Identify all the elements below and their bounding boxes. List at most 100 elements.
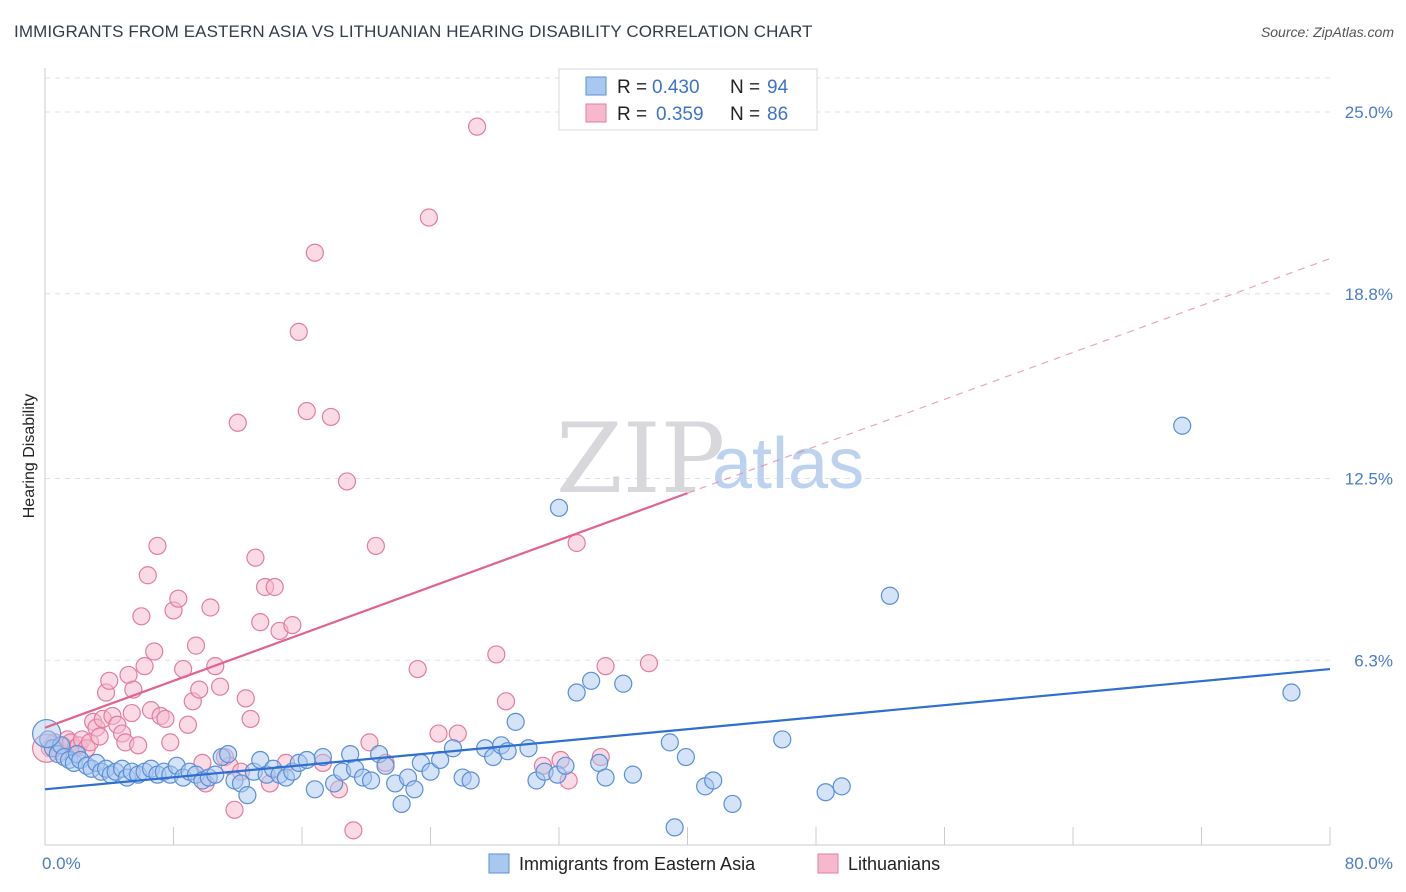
series-label-eastern-asia: Immigrants from Eastern Asia (519, 854, 756, 874)
legend-r-value-1: 0.430 (652, 77, 700, 98)
legend-r-label-1: R = (617, 77, 647, 98)
lithuanians-point (567, 533, 586, 553)
lithuanians-point (228, 413, 247, 432)
eastern-asia-point (832, 777, 851, 796)
lithuanians-point (201, 598, 220, 617)
lithuanians-point (487, 645, 506, 664)
lithuanians-point (169, 589, 188, 608)
eastern-asia-points (32, 416, 1301, 837)
lithuanians-point (305, 243, 324, 262)
correlation-legend: R = 0.430 N = 94 R = 0.359 N = 86 (558, 68, 818, 131)
lithuanians-point (289, 322, 308, 341)
legend-swatch-blue (585, 76, 607, 96)
eastern-asia-point (549, 498, 569, 517)
lithuanians-point (246, 548, 265, 567)
legend-n-value-1: 94 (767, 77, 789, 98)
y-tick-label: 18.8% (1345, 285, 1393, 304)
eastern-asia-point (660, 733, 679, 752)
eastern-asia-point (704, 771, 723, 790)
eastern-asia-point (773, 730, 792, 749)
lithuanians-point (496, 692, 516, 711)
x-axis-ticks (44, 827, 1331, 845)
eastern-asia-point (421, 762, 440, 781)
eastern-asia-point (443, 739, 463, 758)
lithuanians-point (467, 117, 487, 136)
lithuanians-point (90, 727, 109, 746)
watermark: ZIP atlas (556, 403, 864, 515)
series-swatch-pink (817, 853, 839, 874)
y-tick-label: 12.5% (1345, 469, 1393, 488)
lithuanians-point (297, 401, 316, 421)
lithuanians-point (419, 208, 438, 227)
series-label-lithuanians: Lithuanians (848, 854, 940, 874)
lithuanians-point (156, 709, 175, 729)
lithuanians-point (148, 536, 167, 556)
eastern-asia-point (567, 683, 586, 702)
lithuanians-point (161, 733, 180, 752)
legend-n-label-1: N = (730, 77, 760, 98)
lithuanians-point (283, 615, 302, 635)
eastern-asia-point (880, 586, 899, 605)
eastern-asia-point (676, 747, 695, 767)
eastern-asia-point (1173, 416, 1192, 435)
series-swatch-blue (488, 853, 510, 874)
lithuanians-point (360, 733, 379, 752)
watermark-zip: ZIP (556, 403, 725, 515)
lithuanians-point (251, 613, 270, 632)
eastern-asia-point (582, 671, 601, 690)
eastern-asia-point (392, 794, 411, 814)
eastern-asia-point (238, 786, 257, 805)
eastern-asia-point (614, 674, 633, 693)
legend-r-value-2: 0.359 (656, 104, 704, 125)
eastern-asia-point (1282, 683, 1301, 702)
lithuanians-point (210, 677, 230, 696)
watermark-atlas: atlas (712, 424, 864, 504)
legend-swatch-pink (585, 103, 607, 123)
legend-n-value-2: 86 (767, 104, 788, 125)
eastern-asia-trend-line (44, 667, 1331, 791)
eastern-asia-point (305, 780, 324, 799)
eastern-asia-point (665, 818, 684, 837)
legend-r-label-2: R = (617, 104, 647, 125)
eastern-asia-point (376, 756, 395, 775)
lithuanians-point (408, 659, 427, 679)
legend-n-label-2: N = (730, 104, 760, 125)
lithuanians-point (429, 724, 448, 743)
eastern-asia-point (556, 756, 575, 775)
lithuanians-trend-extension (687, 258, 1331, 494)
lithuanians-trend-line (44, 492, 688, 729)
lithuanians-point (337, 472, 357, 491)
lithuanians-point (265, 577, 284, 597)
lithuanians-point (122, 703, 141, 723)
source-label: Source: ZipAtlas.com (1260, 24, 1394, 40)
y-axis-label: Hearing Disability (21, 394, 38, 519)
lithuanians-point (321, 407, 341, 427)
y-tick-label: 6.3% (1354, 651, 1393, 670)
eastern-asia-point (816, 783, 835, 802)
y-axis-tick-labels: 6.3% 12.5% 18.8% 25.0% (1345, 103, 1393, 670)
y-tick-label: 25.0% (1345, 103, 1393, 122)
eastern-asia-point (405, 780, 424, 799)
eastern-asia-point (623, 765, 642, 784)
lithuanians-point (190, 680, 209, 699)
lithuanians-point (178, 715, 198, 734)
eastern-asia-point (361, 771, 381, 790)
lithuanians-point (186, 636, 206, 655)
chart-title: IMMIGRANTS FROM EASTERN ASIA VS LITHUANI… (14, 22, 813, 41)
lithuanians-point (639, 654, 659, 673)
eastern-asia-point (461, 771, 480, 790)
lithuanians-point (138, 566, 157, 585)
eastern-asia-point (596, 768, 615, 787)
eastern-asia-point (219, 745, 238, 764)
lithuanians-point (366, 536, 385, 556)
lithuanians-point (129, 736, 148, 755)
lithuanians-point (596, 657, 615, 676)
eastern-asia-point (32, 718, 62, 749)
gridlines (45, 77, 1330, 661)
lithuanians-point (344, 821, 363, 840)
lithuanians-point (225, 800, 244, 819)
lithuanians-point (132, 607, 151, 626)
series-legend: Immigrants from Eastern Asia Lithuanians (488, 853, 940, 874)
lithuanians-point (241, 709, 260, 729)
